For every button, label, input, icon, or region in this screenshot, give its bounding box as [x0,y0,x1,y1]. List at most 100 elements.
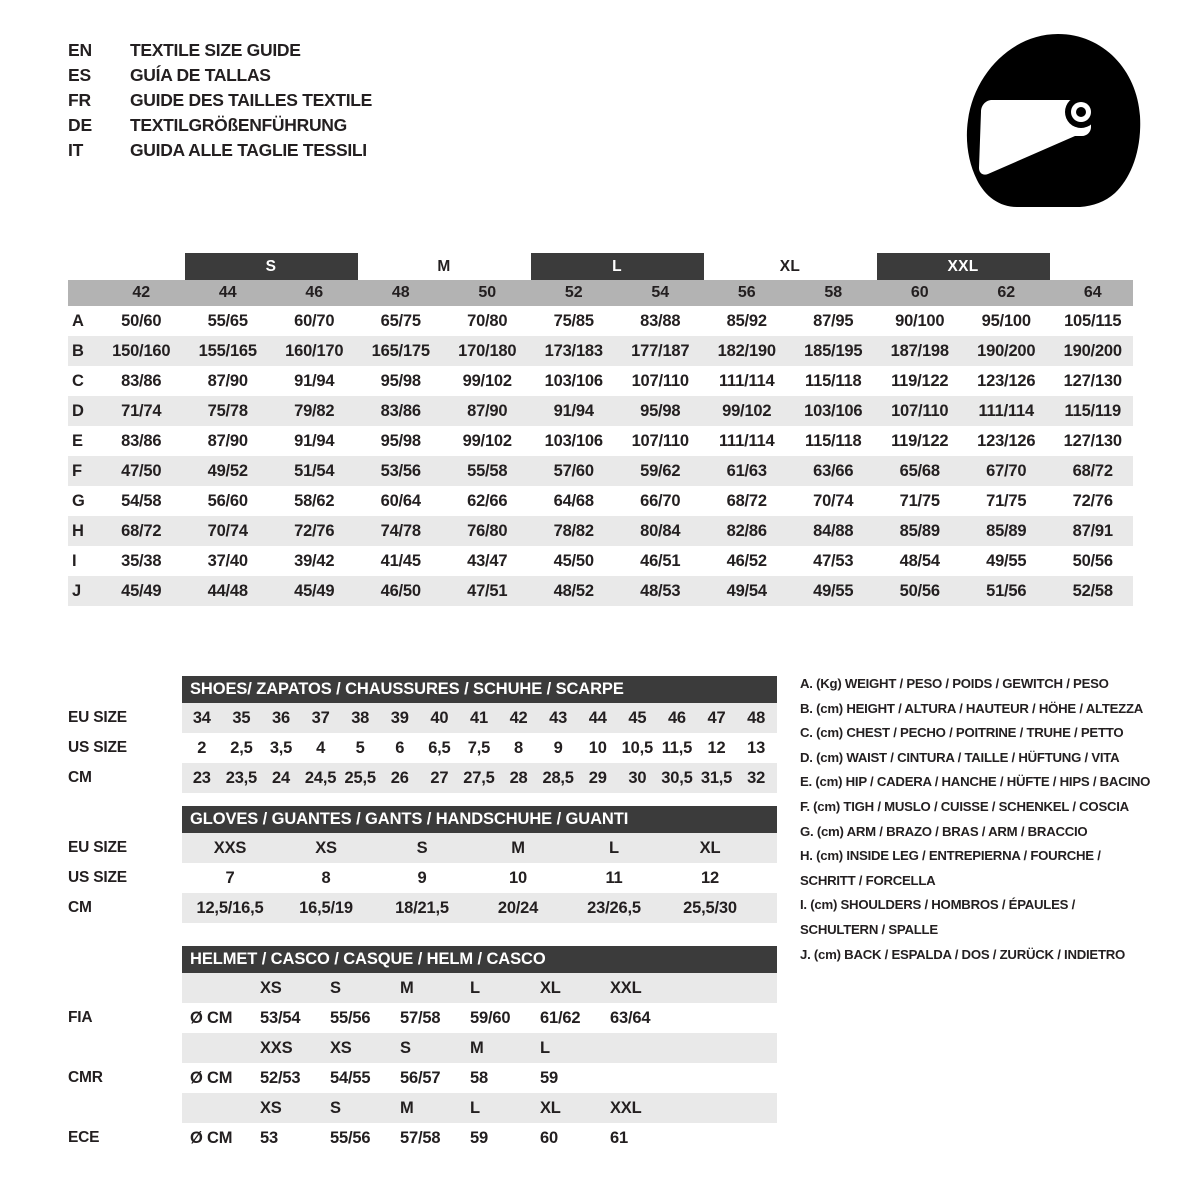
size-cell: 2,5 [230,738,253,757]
racing-helmet-icon [955,28,1155,213]
title-lang-code: DE [68,115,92,135]
size-cell: 29 [588,768,607,787]
measurement-cell: 123/126 [977,371,1036,390]
numeric-size-header: 48 [391,284,410,301]
standard-label-cmr: CMR [68,1069,103,1086]
measurement-cell: 115/118 [805,371,862,390]
helmet-size-header: XS [260,978,282,997]
measurement-cell: 99/102 [462,371,512,390]
row-label-us-size: US SIZE [68,869,127,886]
size-cell: 12 [701,868,719,887]
table-row: CMR Ø CM 52/53 54/55 56/57 58 59 [68,1063,777,1093]
measurement-cell: 91/94 [294,371,335,390]
size-cell: 16,5/19 [299,898,353,917]
measurement-cell: 173/183 [544,341,603,360]
size-cell: 23/26,5 [587,898,641,917]
table-row: A 50/60 55/65 60/70 65/75 70/80 75/85 83/88 85/9… [68,306,1133,336]
measurement-cell: 185/195 [804,341,863,360]
size-cell: 10 [588,738,607,757]
shoes-table: SHOES/ ZAPATOS / CHAUSSURES / SCHUHE / S… [68,676,777,793]
size-cell: 28 [509,768,528,787]
legend-line: D. (cm) WAIST / CINTURA / TAILLE / HÜFTU… [800,749,1120,765]
measurement-cell: 45/49 [121,581,162,600]
size-cell: 9 [553,738,563,757]
row-cells: 34 35 36 37 38 39 40 41 42 43 44 45 46 47 48 [182,703,777,733]
helmet-measurement-cell: 53 [260,1128,278,1147]
table-row: EU SIZE 34 35 36 37 38 39 40 41 42 43 44 45 46 47 48 [68,703,777,733]
size-cell: 10 [509,868,527,887]
size-cell: L [609,838,619,857]
size-cell: XXS [213,838,247,857]
size-cell: S [416,838,428,857]
shoes-table-title: SHOES/ ZAPATOS / CHAUSSURES / SCHUHE / S… [182,676,777,703]
helmet-size-header: L [470,1098,480,1117]
row-cells: Ø CM 53/54 55/56 57/58 59/60 61/62 63/64 [182,1003,777,1033]
row-key-G: G [72,491,85,510]
measurement-cell: 63/66 [813,461,854,480]
title-row: ES GUÍA DE TALLAS [68,65,688,90]
row-key-F: F [72,461,83,480]
measurement-cell: 87/90 [207,371,248,390]
title-lang-code: IT [68,140,84,160]
row-cells: XXS XS S M L XL [182,833,777,863]
size-cell: 30,5 [661,768,693,787]
measurement-cell: 190/200 [1063,341,1122,360]
size-cell: 27 [430,768,449,787]
size-band-empty [98,253,185,280]
measurement-cell: 83/86 [121,371,162,390]
measurement-cell: 68/72 [121,521,162,540]
row-cells: Ø CM 52/53 54/55 56/57 58 59 [182,1063,777,1093]
numeric-size-header: 42 [132,284,151,301]
measurement-cell: 68/72 [1072,461,1113,480]
table-row: CM 23 23,5 24 24,5 25,5 26 27 27,5 28 28,5 29 30 30,5… [68,763,777,793]
size-band-empty [1049,253,1136,280]
helmet-table-body: XS S M L XL XXL FIA Ø CM 53/54 55/56 57/58 59/60 61/… [68,973,777,1153]
size-cell: M [511,838,525,857]
table-row: US SIZE 2 2,5 3,5 4 5 6 6,5 7,5 8 9 10 10,5 11,5 12 13 [68,733,777,763]
numeric-size-header: 56 [737,284,756,301]
table-row: G 54/58 56/60 58/62 60/64 62/66 64/68 66/70 68/7… [68,486,1133,516]
size-cell: 41 [469,708,488,727]
legend-line: B. (cm) HEIGHT / ALTURA / HAUTEUR / HÖHE… [800,700,1144,716]
measurement-cell: 160/170 [285,341,344,360]
size-cell: 47 [707,708,726,727]
row-cells: 12,5/16,5 16,5/19 18/21,5 20/24 23/26,5 25,5/… [182,893,777,923]
size-cell: 38 [351,708,370,727]
helmet-size-header: XL [540,978,561,997]
title-row: EN TEXTILE SIZE GUIDE [68,40,688,65]
measurement-cell: 150/160 [112,341,171,360]
measurement-cell: 95/98 [380,371,421,390]
size-band-row: S M L XL XXL [68,253,1136,280]
helmet-measurement-cell: 57/58 [400,1008,441,1027]
measurement-cell: 80/84 [640,521,681,540]
size-cell: 20/24 [497,898,539,917]
row-cells: Ø CM 53 55/56 57/58 59 60 61 [182,1123,777,1153]
measurement-cell: 87/90 [207,431,248,450]
helmet-size-header: XXL [610,978,642,997]
legend-line: A. (Kg) WEIGHT / PESO / POIDS / GEWITCH … [800,676,1109,691]
helmet-measurement-cell: 59 [540,1068,558,1087]
row-key-E: E [72,431,84,450]
title-text: GUIDA ALLE TAGLIE TESSILI [130,140,367,160]
row-key-I: I [72,551,77,570]
measurement-cell: 103/106 [544,431,603,450]
measurement-cell: 115/118 [805,431,862,450]
row-label-us-size: US SIZE [68,739,127,756]
helmet-measurement-cell: 60 [540,1128,558,1147]
legend-line: SCHULTERN / SPALLE [800,921,938,937]
measurement-cell: 87/90 [467,401,508,420]
numeric-size-header: 58 [824,284,843,301]
numeric-size-header: 62 [997,284,1016,301]
size-cell: 45 [628,708,647,727]
row-cells: XXS XS S M L [182,1033,777,1063]
size-cell: 8 [321,868,331,887]
legend-line: E. (cm) HIP / CADERA / HANCHE / HÜFTE / … [800,774,1151,790]
size-cell: 4 [316,738,326,757]
diameter-unit-label: Ø CM [190,1128,233,1147]
measurement-cell: 49/52 [207,461,248,480]
measurement-cell: 47/50 [121,461,162,480]
numeric-size-header: 54 [651,284,670,301]
measurement-cell: 46/50 [380,581,421,600]
size-band-XL: XL [703,253,877,280]
title-row: FR GUIDE DES TAILLES TEXTILE [68,90,688,115]
